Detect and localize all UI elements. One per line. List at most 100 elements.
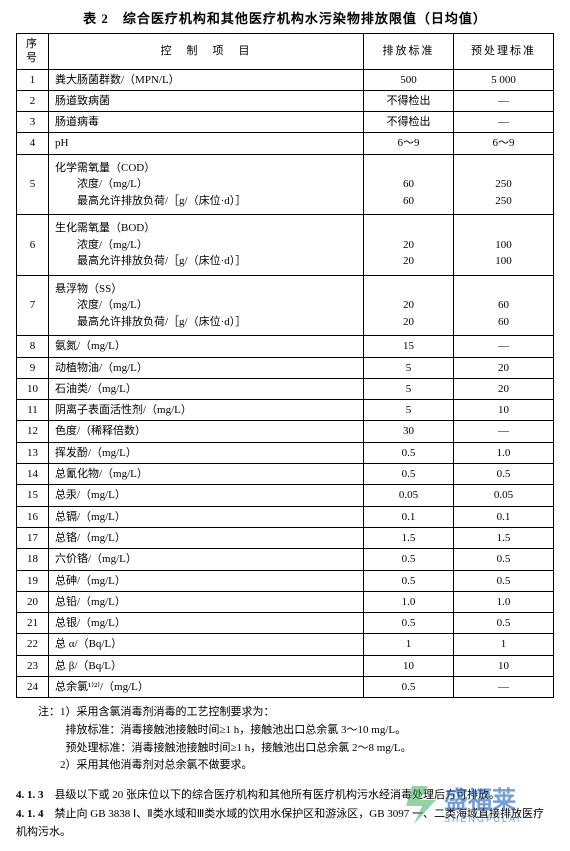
table-row: 20总铅/（mg/L）1.01.0 [17, 591, 554, 612]
note-1: 1）采用含氯消毒剂消毒的工艺控制要求为： [60, 706, 275, 718]
cell-item: pH [49, 133, 364, 154]
table-row: 16总镉/（mg/L）0.10.1 [17, 506, 554, 527]
cell-num: 4 [17, 133, 49, 154]
table-row: 3肠道病毒不得检出— [17, 112, 554, 133]
cell-num: 21 [17, 613, 49, 634]
paragraphs-block: 4. 1. 3 县级以下或 20 张床位以下的综合医疗机构和其他所有医疗机构污水… [16, 787, 554, 842]
cell-num: 18 [17, 549, 49, 570]
table-row: 23总 β/（Bq/L）1010 [17, 655, 554, 676]
cell-item: 总汞/（mg/L） [49, 485, 364, 506]
cell-std1: 0.5 [364, 549, 454, 570]
cell-std1: 0.5 [364, 677, 454, 698]
cell-std2: 0.1 [454, 506, 554, 527]
cell-item: 总砷/（mg/L） [49, 570, 364, 591]
note-1b: 预处理标准：消毒接触池接触时间≥1 h，接触池出口总余氯 2～8 mg/L。 [16, 740, 554, 758]
cell-item: 阴离子表面活性剂/（mg/L） [49, 400, 364, 421]
cell-item: 肠道致病菌 [49, 90, 364, 111]
cell-item: 总铅/（mg/L） [49, 591, 364, 612]
table-row: 13挥发酚/（mg/L）0.51.0 [17, 442, 554, 463]
cell-item: 化学需氧量（COD） 浓度/（mg/L） 最高允许排放负荷/［g/（床位·d）］ [49, 154, 364, 215]
table-row: 14总氰化物/（mg/L）0.50.5 [17, 464, 554, 485]
cell-std2: — [454, 112, 554, 133]
cell-std2: 1.0 [454, 442, 554, 463]
table-row: 22总 α/（Bq/L）11 [17, 634, 554, 655]
cell-std1: 0.1 [364, 506, 454, 527]
table-row: 9动植物油/（mg/L）520 [17, 357, 554, 378]
cell-num: 22 [17, 634, 49, 655]
note-1a: 排放标准：消毒接触池接触时间≥1 h，接触池出口总余氯 3～10 mg/L。 [16, 722, 554, 740]
emission-limits-table: 序号 控 制 项 目 排放标准 预处理标准 1粪大肠菌群数/（MPN/L）500… [16, 33, 554, 698]
table-header-row: 序号 控 制 项 目 排放标准 预处理标准 [17, 34, 554, 70]
cell-std2: 0.5 [454, 464, 554, 485]
cell-item: 总 β/（Bq/L） [49, 655, 364, 676]
cell-std1: 2020 [364, 275, 454, 336]
header-num: 序号 [17, 34, 49, 70]
table-row: 6生化需氧量（BOD） 浓度/（mg/L） 最高允许排放负荷/［g/（床位·d）… [17, 215, 554, 276]
cell-num: 19 [17, 570, 49, 591]
cell-std1: 30 [364, 421, 454, 442]
table-row: 21总银/（mg/L）0.50.5 [17, 613, 554, 634]
header-item: 控 制 项 目 [49, 34, 364, 70]
cell-std1: 0.5 [364, 464, 454, 485]
table-title: 表 2 综合医疗机构和其他医疗机构水污染物排放限值（日均值） [16, 8, 554, 27]
cell-std1: 不得检出 [364, 112, 454, 133]
cell-num: 23 [17, 655, 49, 676]
table-row: 17总铬/（mg/L）1.51.5 [17, 527, 554, 548]
cell-std2: 0.5 [454, 570, 554, 591]
cell-std2: 6～9 [454, 133, 554, 154]
cell-std2: — [454, 421, 554, 442]
cell-std2: — [454, 677, 554, 698]
cell-item: 总 α/（Bq/L） [49, 634, 364, 655]
cell-num: 20 [17, 591, 49, 612]
cell-std1: 0.5 [364, 570, 454, 591]
table-row: 24总余氯¹⁾²⁾/（mg/L）0.5— [17, 677, 554, 698]
cell-item: 总铬/（mg/L） [49, 527, 364, 548]
cell-item: 六价铬/（mg/L） [49, 549, 364, 570]
cell-item: 悬浮物（SS） 浓度/（mg/L） 最高允许排放负荷/［g/（床位·d）］ [49, 275, 364, 336]
cell-std1: 10 [364, 655, 454, 676]
cell-num: 1 [17, 69, 49, 90]
table-row: 15总汞/（mg/L）0.050.05 [17, 485, 554, 506]
cell-num: 13 [17, 442, 49, 463]
cell-item: 肠道病毒 [49, 112, 364, 133]
cell-std1: 5 [364, 357, 454, 378]
cell-std1: 1.5 [364, 527, 454, 548]
cell-num: 9 [17, 357, 49, 378]
cell-std1: 6～9 [364, 133, 454, 154]
cell-std2: 0.5 [454, 549, 554, 570]
para-413-text: 县级以下或 20 张床位以下的综合医疗机构和其他所有医疗机构污水经消毒处理后方可… [55, 789, 501, 801]
cell-std2: 250250 [454, 154, 554, 215]
cell-item: 总镉/（mg/L） [49, 506, 364, 527]
cell-std2: 10 [454, 655, 554, 676]
cell-item: 生化需氧量（BOD） 浓度/（mg/L） 最高允许排放负荷/［g/（床位·d）］ [49, 215, 364, 276]
cell-std2: — [454, 90, 554, 111]
cell-std1: 1 [364, 634, 454, 655]
cell-std1: 6060 [364, 154, 454, 215]
cell-std2: 5 000 [454, 69, 554, 90]
cell-num: 17 [17, 527, 49, 548]
cell-item: 总氰化物/（mg/L） [49, 464, 364, 485]
cell-std1: 0.5 [364, 613, 454, 634]
table-row: 4pH6～96～9 [17, 133, 554, 154]
para-414-label: 4. 1. 4 [16, 808, 44, 820]
table-row: 2肠道致病菌不得检出— [17, 90, 554, 111]
cell-item: 石油类/（mg/L） [49, 378, 364, 399]
cell-item: 总余氯¹⁾²⁾/（mg/L） [49, 677, 364, 698]
cell-num: 12 [17, 421, 49, 442]
para-413-label: 4. 1. 3 [16, 789, 44, 801]
cell-num: 16 [17, 506, 49, 527]
cell-std2: — [454, 336, 554, 357]
cell-num: 10 [17, 378, 49, 399]
cell-std1: 2020 [364, 215, 454, 276]
cell-item: 挥发酚/（mg/L） [49, 442, 364, 463]
table-row: 10石油类/（mg/L）520 [17, 378, 554, 399]
cell-std1: 5 [364, 400, 454, 421]
cell-std2: 6060 [454, 275, 554, 336]
cell-std2: 100100 [454, 215, 554, 276]
cell-num: 7 [17, 275, 49, 336]
cell-std2: 0.5 [454, 613, 554, 634]
cell-item: 总银/（mg/L） [49, 613, 364, 634]
header-std2: 预处理标准 [454, 34, 554, 70]
cell-item: 粪大肠菌群数/（MPN/L） [49, 69, 364, 90]
header-std1: 排放标准 [364, 34, 454, 70]
